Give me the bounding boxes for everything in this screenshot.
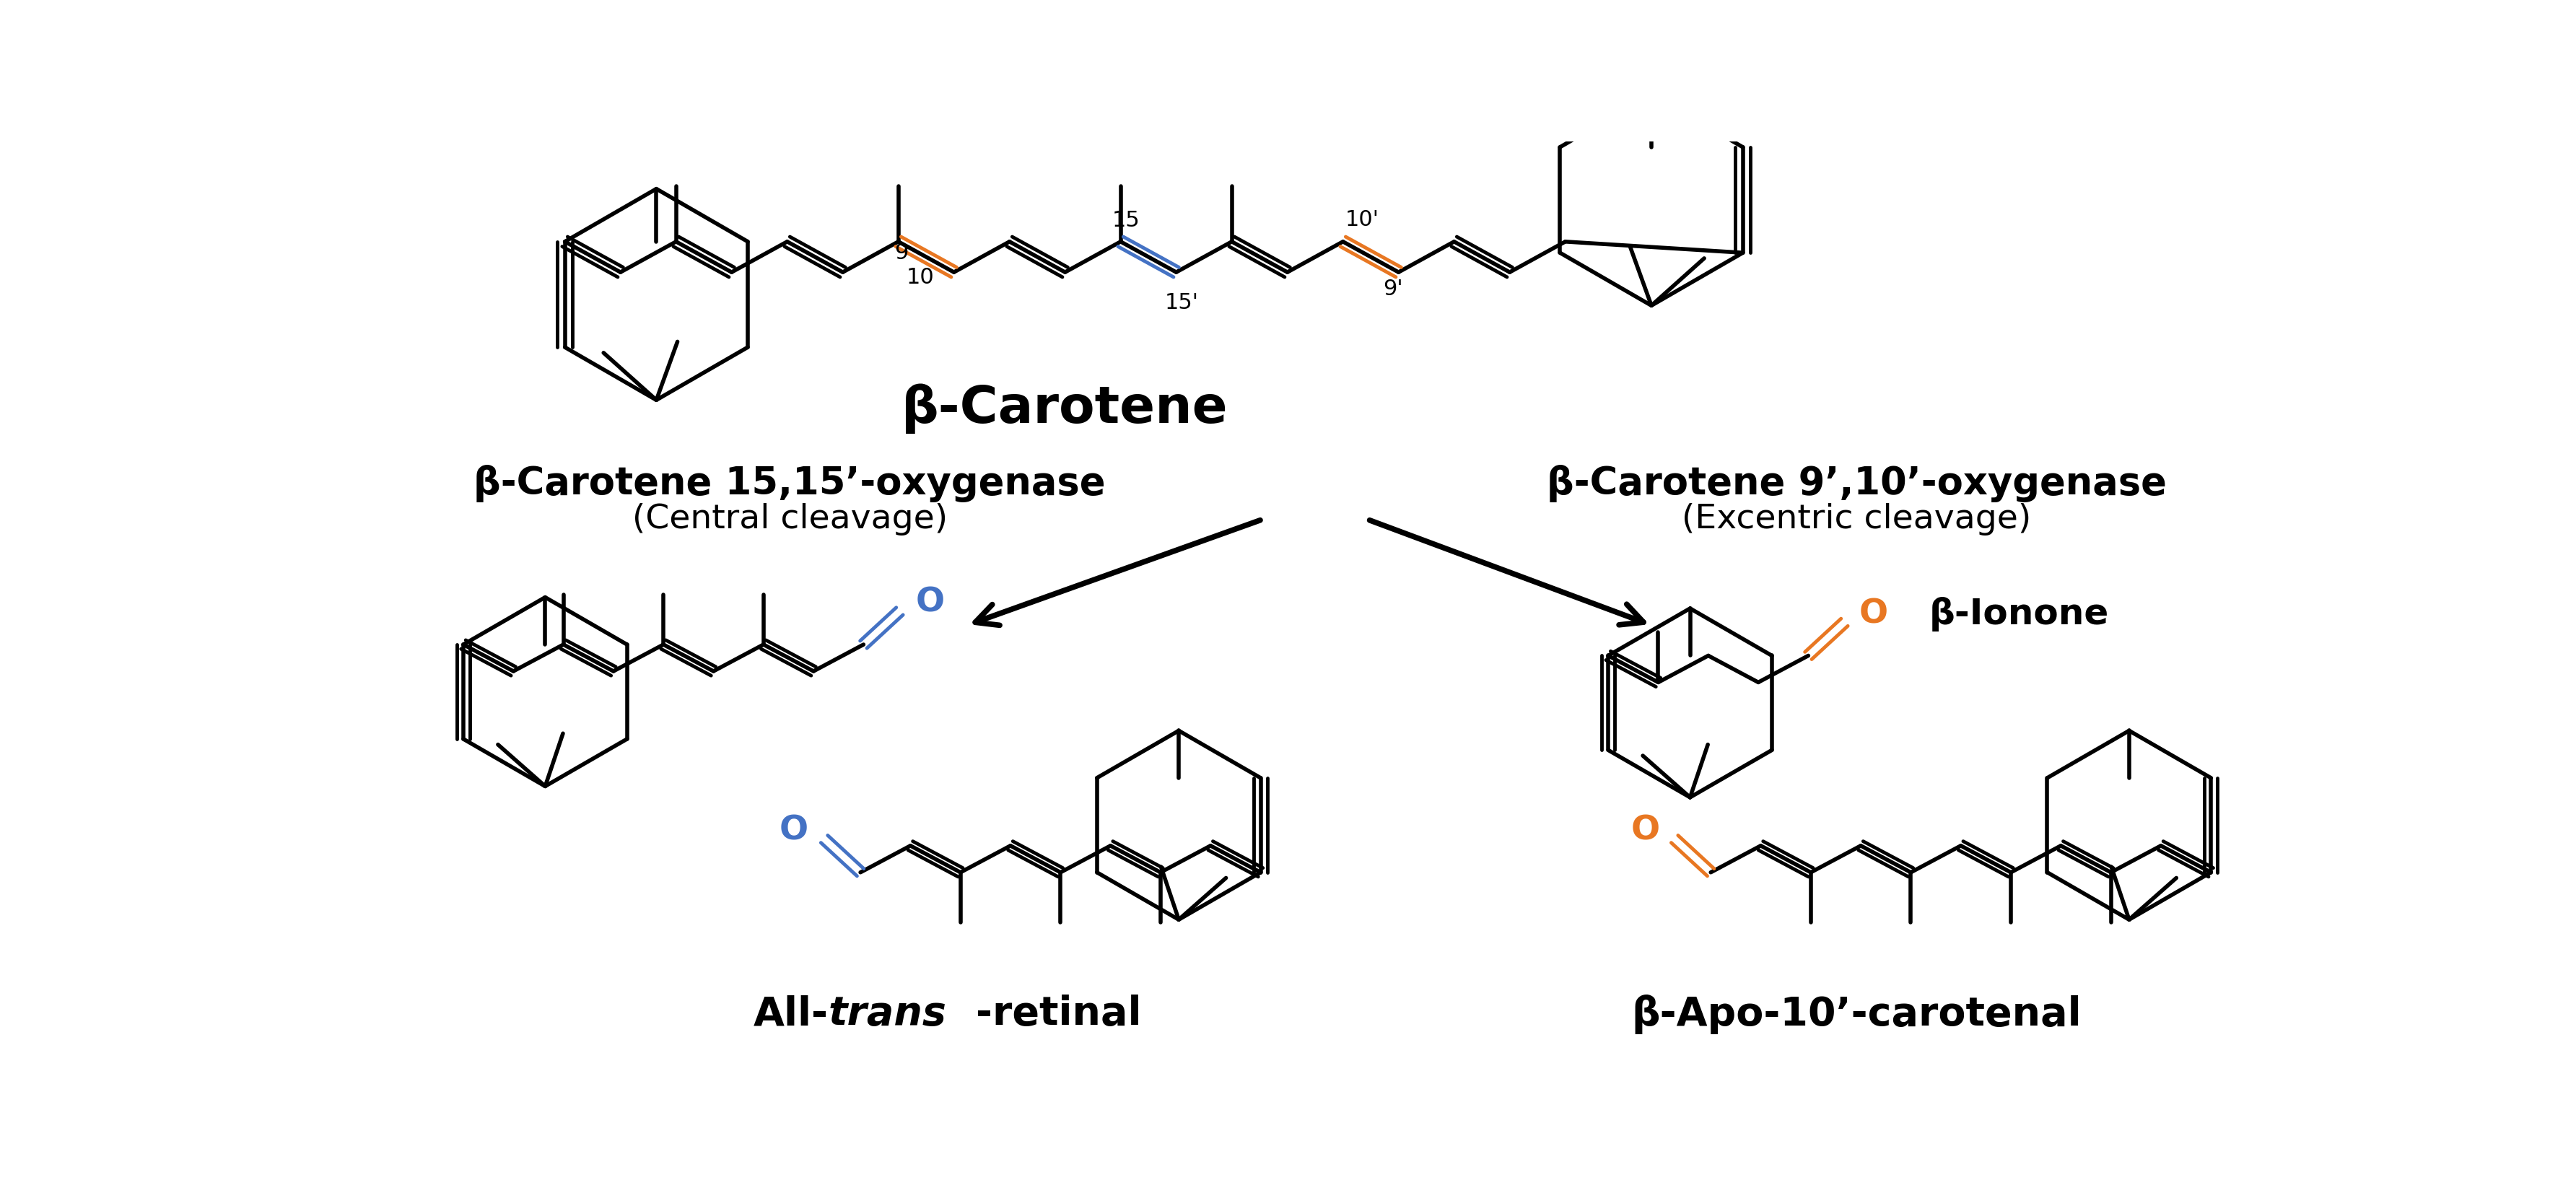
Text: O: O xyxy=(781,814,809,847)
Text: (Central cleavage): (Central cleavage) xyxy=(631,503,948,536)
Text: β-Ionone: β-Ionone xyxy=(1929,597,2110,631)
Text: -retinal: -retinal xyxy=(976,995,1141,1034)
Text: β-Carotene 15,15’-oxygenase: β-Carotene 15,15’-oxygenase xyxy=(474,465,1105,503)
Text: O: O xyxy=(914,586,945,620)
Text: β-Apo-10’-carotenal: β-Apo-10’-carotenal xyxy=(1631,995,2081,1034)
Text: 9': 9' xyxy=(1383,278,1404,300)
Text: 15': 15' xyxy=(1164,293,1198,313)
Text: β-Carotene 9’,10’-oxygenase: β-Carotene 9’,10’-oxygenase xyxy=(1546,465,2166,503)
Text: 9: 9 xyxy=(894,242,909,263)
Text: O: O xyxy=(1631,814,1659,847)
Text: β-Carotene: β-Carotene xyxy=(902,384,1229,433)
Text: (Excentric cleavage): (Excentric cleavage) xyxy=(1682,503,2032,536)
Text: 10: 10 xyxy=(907,268,935,288)
Text: trans: trans xyxy=(829,995,948,1034)
Text: All-: All- xyxy=(755,995,829,1034)
Text: O: O xyxy=(1860,598,1888,630)
Text: 10': 10' xyxy=(1345,209,1378,230)
Text: 15: 15 xyxy=(1113,210,1141,231)
